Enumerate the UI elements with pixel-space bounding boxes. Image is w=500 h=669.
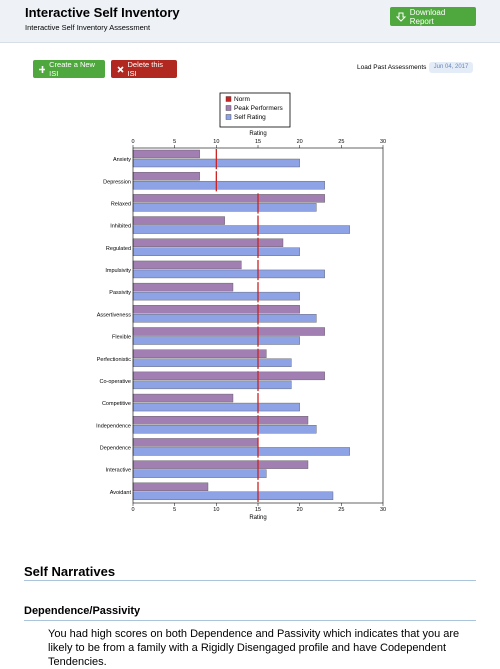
bar [132,269,325,279]
y-tick-label: Passivity [109,290,131,296]
legend-label: Self Rating [234,114,266,121]
bar [132,358,292,367]
bar [132,469,267,478]
bar [132,380,292,390]
bar [132,371,325,381]
section-heading: Dependence/Passivity [24,605,141,617]
bar [132,425,317,434]
x-tick-label: 20 [297,139,303,145]
y-tick-label: Relaxed [111,201,131,207]
legend-label: Peak Performers [234,105,284,112]
y-tick-label: Competitive [102,401,131,407]
y-tick-label: Regulated [106,246,131,252]
bar [132,447,350,456]
bar [132,247,300,256]
y-tick-label: Dependence [100,446,131,452]
x-tick-label: 0 [131,507,134,513]
x-tick-label: 5 [173,507,176,513]
date-input[interactable]: Jun 04, 2017 [429,62,473,73]
y-tick-label: Interactive [106,468,131,474]
y-tick-label: Anxiety [113,157,131,163]
bar [132,416,309,425]
x-tick-label: 0 [131,139,134,145]
x-tick-label: 15 [255,507,261,513]
bar [132,482,209,492]
download-icon [396,12,406,22]
legend-label: Norm [234,96,250,103]
x-axis-title-top: Rating [249,131,266,137]
y-tick-label: Assertiveness [97,312,131,318]
bar [132,291,300,301]
x-tick-label: 25 [338,139,344,145]
x-tick-label: 30 [380,139,386,145]
bar [132,349,267,358]
bar [132,149,200,159]
x-tick-label: 30 [380,507,386,513]
narratives-title: Self Narratives [24,564,116,579]
bar [132,203,317,212]
x-tick-label: 5 [173,139,176,145]
page-subtitle: Interactive Self Inventory Assessment [25,23,151,32]
download-label: Download Report [409,7,446,26]
y-tick-label: Flexible [112,335,131,341]
legend-swatch [225,105,232,111]
section-text: You had high scores on both Dependence a… [48,628,460,668]
y-tick-label: Avoidant [110,490,132,496]
page-title: Interactive Self Inventory [25,5,180,20]
delete-label: Delete this ISI [127,60,163,78]
x-tick-label: 10 [213,507,219,513]
divider [24,620,476,621]
x-tick-label: 10 [213,139,219,145]
bar [132,194,325,203]
legend-box [219,92,291,128]
bar [132,327,325,336]
bar [132,260,242,270]
bar [132,225,350,234]
x-tick-label: 25 [338,507,344,513]
bar [132,180,325,190]
bar [132,460,309,469]
y-tick-label: Inhibited [110,224,131,230]
delete-button[interactable]: Delete this ISI [111,60,177,78]
load-label: Load Past Assessments [357,64,427,71]
bar [132,171,200,181]
bar [132,402,300,412]
y-tick-label: Perfectionistic [97,357,131,363]
bar [132,438,259,447]
y-tick-label: Co-operative [100,379,132,385]
y-tick-label: Independence [96,423,131,429]
y-tick-label: Depression [103,179,131,185]
bar [132,305,300,314]
create-label: Create a New ISI [49,60,95,78]
bar [132,491,334,501]
bar [132,314,317,323]
plus-icon [39,65,46,73]
bar [132,238,284,247]
x-axis-title-bottom: Rating [249,515,266,521]
bar [132,282,234,292]
x-icon [117,65,124,73]
bar [132,216,225,225]
bar [132,393,234,403]
bar [132,336,300,345]
download-button[interactable]: Download Report [390,7,476,26]
x-tick-label: 20 [297,507,303,513]
x-tick-label: 15 [255,139,261,145]
chart: Rating Rating 0 0 5 5 10 10 15 15 20 20 25 25 30 30 An… [96,92,386,521]
divider [24,580,476,581]
create-button[interactable]: Create a New ISI [33,60,105,78]
legend-swatch [225,114,232,120]
y-tick-label: Impulsivity [105,268,131,274]
legend-swatch [225,96,232,102]
